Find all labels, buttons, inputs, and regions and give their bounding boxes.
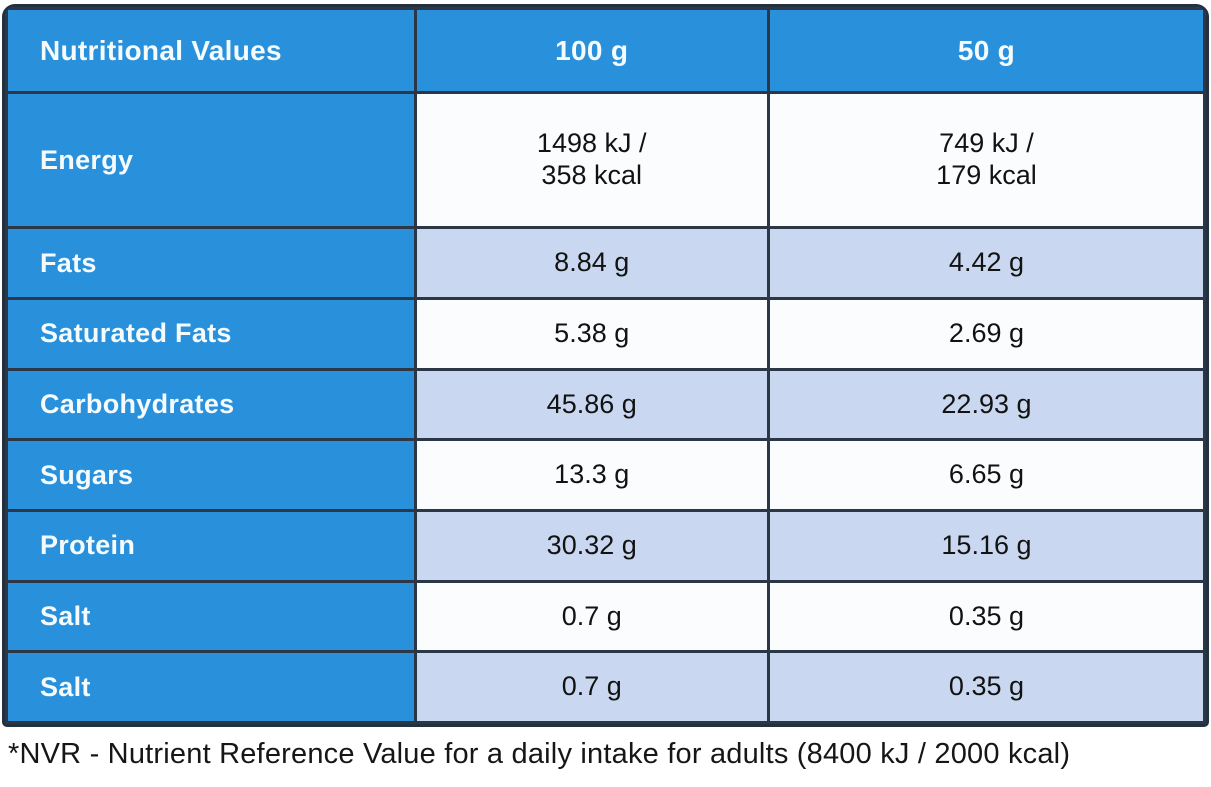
value-100g-cell: 1498 kJ / 358 kcal: [413, 90, 770, 230]
value-50g-cell: 22.93 g: [766, 367, 1206, 442]
value-50g-cell: 0.35 g: [766, 650, 1206, 724]
table-row-protein: Protein 30.32 g 15.16 g: [5, 508, 1206, 583]
value-100g-cell: 5.38 g: [413, 296, 770, 371]
header-nutritional-values: Nutritional Values: [5, 7, 417, 94]
value-50g-cell: 15.16 g: [766, 508, 1206, 583]
value-50g-cell: 6.65 g: [766, 438, 1206, 512]
row-label-cell: Saturated Fats: [5, 296, 417, 371]
value-50g-cell: 2.69 g: [766, 296, 1206, 371]
table-row-carbohydrates: Carbohydrates 45.86 g 22.93 g: [5, 367, 1206, 442]
value-100g-cell: 0.7 g: [413, 650, 770, 724]
value-100g-cell: 0.7 g: [413, 579, 770, 654]
value-50g-cell: 749 kJ / 179 kcal: [766, 90, 1206, 230]
row-label-cell: Salt: [5, 579, 417, 654]
table-row-fats: Fats 8.84 g 4.42 g: [5, 226, 1206, 300]
nutrition-table: Nutritional Values 100 g 50 g Energy 149…: [5, 7, 1206, 724]
table-row-salt-2: Salt 0.7 g 0.35 g: [5, 650, 1206, 724]
table-row-salt: Salt 0.7 g 0.35 g: [5, 579, 1206, 654]
row-label-cell: Salt: [5, 650, 417, 724]
table-row-saturated-fats: Saturated Fats 5.38 g 2.69 g: [5, 296, 1206, 371]
row-label-cell: Sugars: [5, 438, 417, 512]
header-100g: 100 g: [413, 7, 770, 94]
header-row: Nutritional Values 100 g 50 g: [5, 7, 1206, 94]
header-50g: 50 g: [766, 7, 1206, 94]
row-label-cell: Energy: [5, 90, 417, 230]
nvr-footnote: *NVR - Nutrient Reference Value for a da…: [8, 738, 1071, 770]
table-row-sugars: Sugars 13.3 g 6.65 g: [5, 438, 1206, 512]
value-100g-cell: 8.84 g: [413, 226, 770, 300]
row-label-cell: Fats: [5, 226, 417, 300]
value-50g-cell: 4.42 g: [766, 226, 1206, 300]
value-50g-cell: 0.35 g: [766, 579, 1206, 654]
table-row-energy: Energy 1498 kJ / 358 kcal 749 kJ / 179 k…: [5, 90, 1206, 230]
value-100g-cell: 13.3 g: [413, 438, 770, 512]
row-label-cell: Protein: [5, 508, 417, 583]
nutrition-table-container: Nutritional Values 100 g 50 g Energy 149…: [2, 4, 1209, 727]
value-100g-cell: 45.86 g: [413, 367, 770, 442]
row-label-cell: Carbohydrates: [5, 367, 417, 442]
value-100g-cell: 30.32 g: [413, 508, 770, 583]
